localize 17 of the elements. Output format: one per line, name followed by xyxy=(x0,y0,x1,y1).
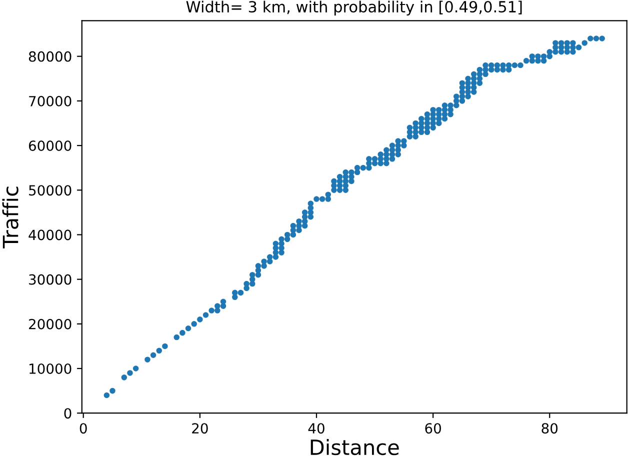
x-tick-label: 40 xyxy=(308,423,324,434)
y-tick-label: 40000 xyxy=(28,230,72,240)
y-axis-title: Traffic xyxy=(2,186,18,248)
y-tick-label: 70000 xyxy=(29,96,72,106)
x-axis-title: Distance xyxy=(310,439,399,456)
chart-title: Width= 3 km, with probability in [0.49,0.51] xyxy=(186,0,522,16)
x-tick-label: 80 xyxy=(542,423,558,434)
y-tick-label: 80000 xyxy=(28,51,72,62)
y-tick-label: 20000 xyxy=(29,318,72,330)
y-tick-label: 60000 xyxy=(28,140,72,151)
y-tick-label: 10000 xyxy=(30,363,72,374)
y-tick-label: 30000 xyxy=(29,274,72,285)
y-tick-label: 0 xyxy=(64,408,72,419)
x-tick-label: 20 xyxy=(192,423,208,434)
y-tick-label: 50000 xyxy=(29,185,72,196)
x-tick-label: 60 xyxy=(425,423,441,434)
x-tick-label: 0 xyxy=(80,423,87,434)
